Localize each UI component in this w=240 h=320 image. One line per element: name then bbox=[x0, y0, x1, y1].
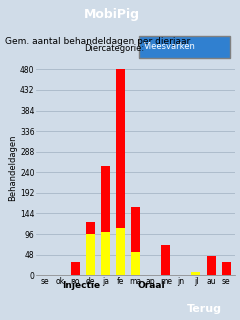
Bar bbox=[71, 262, 80, 275]
Bar bbox=[116, 228, 125, 275]
Bar bbox=[192, 272, 200, 275]
Bar bbox=[86, 221, 95, 275]
Bar bbox=[116, 69, 125, 275]
Bar bbox=[207, 256, 216, 275]
Bar bbox=[161, 245, 170, 275]
Text: Terug: Terug bbox=[186, 304, 222, 314]
Text: Gem. aantal behandeldagen per dierjaar: Gem. aantal behandeldagen per dierjaar bbox=[5, 37, 190, 46]
Bar bbox=[131, 207, 140, 275]
Bar bbox=[101, 166, 110, 275]
Bar bbox=[131, 252, 140, 275]
Bar bbox=[101, 232, 110, 275]
Bar bbox=[222, 262, 231, 275]
Text: Vleesvarken: Vleesvarken bbox=[144, 42, 196, 51]
Text: Diercategorie:: Diercategorie: bbox=[84, 44, 144, 53]
Text: Injectie: Injectie bbox=[63, 281, 101, 290]
Text: MobiPig: MobiPig bbox=[84, 8, 140, 21]
FancyBboxPatch shape bbox=[139, 36, 230, 58]
Y-axis label: Behandeldagen: Behandeldagen bbox=[8, 135, 17, 201]
Text: Oraal: Oraal bbox=[137, 281, 165, 290]
Bar bbox=[86, 235, 95, 275]
